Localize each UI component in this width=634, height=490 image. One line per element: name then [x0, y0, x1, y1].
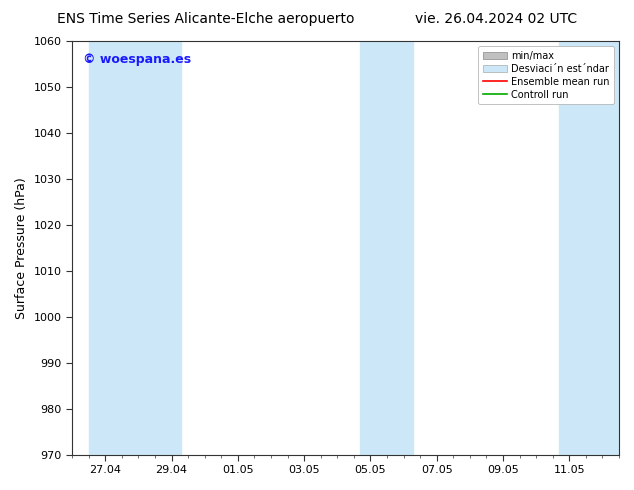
Text: © woespana.es: © woespana.es	[83, 53, 191, 67]
Bar	[559, 41, 619, 455]
Text: vie. 26.04.2024 02 UTC: vie. 26.04.2024 02 UTC	[415, 12, 577, 26]
Text: ENS Time Series Alicante-Elche aeropuerto: ENS Time Series Alicante-Elche aeropuert…	[57, 12, 354, 26]
Legend: min/max, Desviaci´n est´ndar, Ensemble mean run, Controll run: min/max, Desviaci´n est´ndar, Ensemble m…	[478, 46, 614, 104]
Bar	[361, 41, 413, 455]
Y-axis label: Surface Pressure (hPa): Surface Pressure (hPa)	[15, 177, 28, 318]
Bar	[89, 41, 181, 455]
